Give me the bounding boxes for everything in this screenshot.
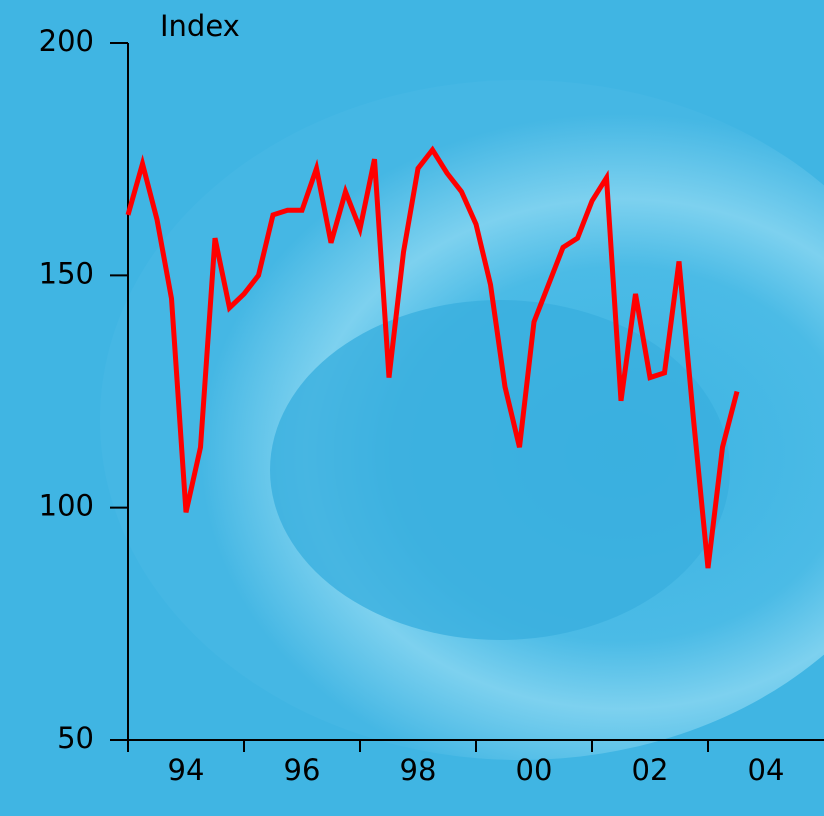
data-line (125, 145, 740, 569)
x-tick-label: 94 (168, 753, 205, 787)
y-tick-label: 100 (39, 489, 94, 523)
background-core (270, 300, 730, 640)
y-axis-label: Index (160, 9, 240, 43)
x-tick-label: 02 (632, 753, 669, 787)
x-tick-label: 96 (284, 753, 321, 787)
y-tick-label: 150 (39, 256, 94, 290)
y-tick-label: 50 (57, 721, 94, 755)
x-tick-label: 04 (748, 753, 785, 787)
x-tick-label: 98 (400, 753, 437, 787)
x-tick-label: 00 (516, 753, 553, 787)
y-tick-label: 200 (39, 24, 94, 58)
